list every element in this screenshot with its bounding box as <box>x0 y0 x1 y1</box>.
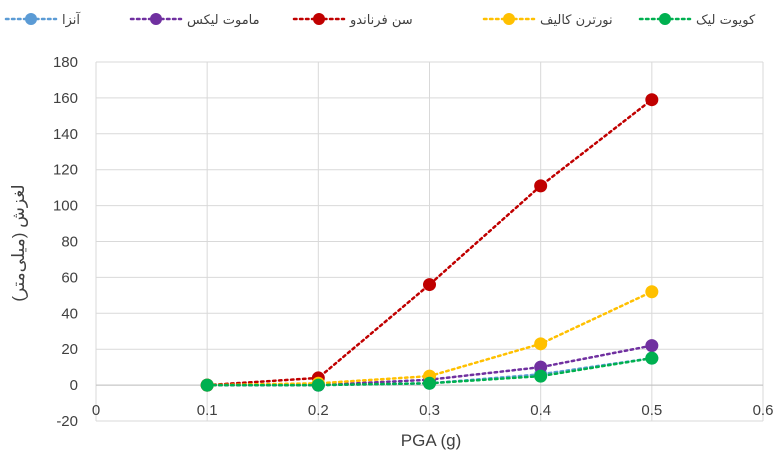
legend-item: کویوت لیک <box>638 13 756 28</box>
legend: آنزا ماموت لیکس سن فرناندو نورترن کالیف کویو… <box>4 11 756 28</box>
legend-item: آنزا <box>4 11 81 28</box>
legend-item: نورترن کالیف <box>482 13 613 28</box>
y-tick-label: 40 <box>61 305 78 322</box>
data-point <box>534 369 548 383</box>
data-point <box>645 339 659 353</box>
y-axis-title: لغزش (میلی‌متر) <box>9 184 28 301</box>
legend-label: سن فرناندو <box>349 13 413 28</box>
y-tick-label: 0 <box>70 377 78 394</box>
x-axis-title: PGA (g) <box>401 431 461 450</box>
x-tick-label: 0 <box>92 402 100 419</box>
data-point <box>423 278 436 292</box>
y-tick-label: 160 <box>53 90 78 107</box>
legend-label: نورترن کالیف <box>540 13 613 28</box>
legend-label: کویوت لیک <box>696 13 756 28</box>
data-point <box>311 378 325 392</box>
legend-item: سن فرناندو <box>292 13 413 28</box>
legend-marker <box>313 13 325 25</box>
data-point <box>645 351 659 365</box>
x-tick-label: 0.4 <box>530 402 551 419</box>
data-point <box>423 376 436 390</box>
legend-marker <box>150 13 162 25</box>
y-tick-label: 100 <box>53 198 78 215</box>
legend-item: ماموت لیکس <box>129 13 260 28</box>
x-tick-label: 0.3 <box>419 402 440 419</box>
x-tick-label: 0.1 <box>197 402 218 419</box>
data-point <box>200 378 214 392</box>
legend-marker <box>503 13 515 25</box>
y-tick-label: 140 <box>53 126 78 143</box>
y-tick-label: 60 <box>61 269 78 286</box>
series <box>200 351 659 392</box>
series-group <box>200 93 659 392</box>
y-tick-label: 20 <box>61 341 78 358</box>
y-tick-label: 180 <box>53 54 78 71</box>
data-point <box>645 285 659 299</box>
y-tick-label: 120 <box>53 162 78 179</box>
data-point <box>645 93 659 107</box>
gridlines <box>95 61 764 422</box>
x-axis-ticks: 0 0.1 0.2 0.3 0.4 0.5 0.6 <box>92 402 774 419</box>
data-point <box>534 360 548 374</box>
legend-label: ماموت لیکس <box>187 13 260 28</box>
x-tick-label: 0.6 <box>753 402 774 419</box>
x-tick-label: 0.2 <box>308 402 329 419</box>
y-tick-label: 80 <box>61 234 78 251</box>
y-axis-ticks: -20 0 20 40 60 80 100 120 140 160 180 <box>53 54 78 430</box>
legend-marker <box>25 13 37 25</box>
y-tick-label: -20 <box>56 413 78 430</box>
legend-marker <box>659 13 671 25</box>
series-line <box>205 98 654 387</box>
legend-label: آنزا <box>62 11 81 28</box>
x-tick-label: 0.5 <box>641 402 662 419</box>
data-point <box>534 179 548 193</box>
data-point <box>534 337 548 351</box>
